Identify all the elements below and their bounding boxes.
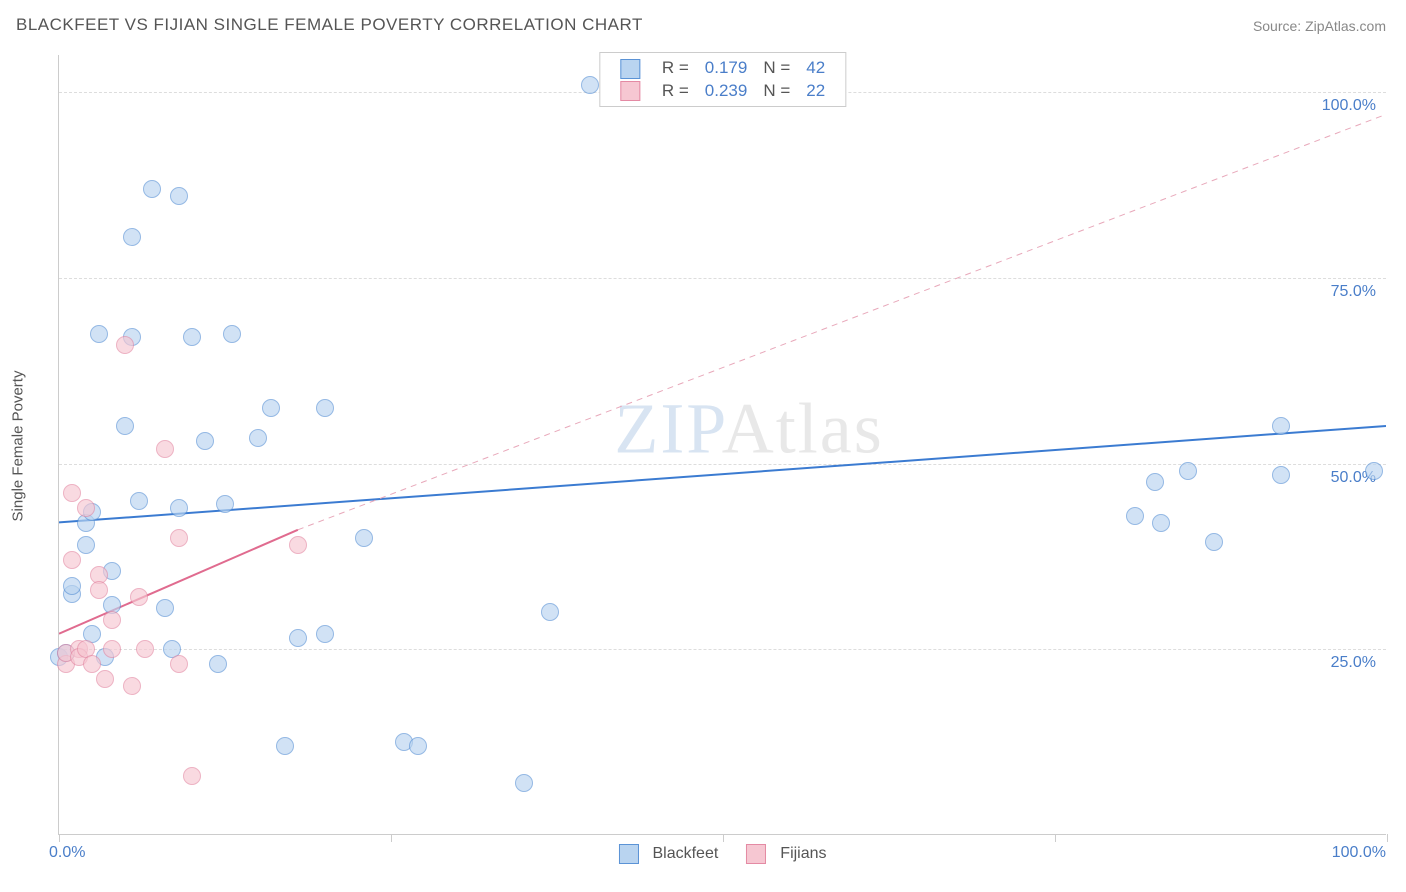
scatter-marker-fijians bbox=[170, 529, 188, 547]
scatter-marker-blackfeet bbox=[130, 492, 148, 510]
scatter-marker-fijians bbox=[183, 767, 201, 785]
x-axis-min-label: 0.0% bbox=[49, 844, 85, 862]
scatter-marker-blackfeet bbox=[123, 228, 141, 246]
scatter-marker-blackfeet bbox=[1152, 514, 1170, 532]
scatter-marker-blackfeet bbox=[90, 325, 108, 343]
scatter-marker-fijians bbox=[63, 484, 81, 502]
scatter-marker-fijians bbox=[289, 536, 307, 554]
scatter-marker-blackfeet bbox=[581, 76, 599, 94]
x-tick bbox=[1387, 834, 1388, 842]
scatter-marker-blackfeet bbox=[355, 529, 373, 547]
scatter-marker-blackfeet bbox=[1126, 507, 1144, 525]
scatter-marker-blackfeet bbox=[63, 577, 81, 595]
scatter-marker-blackfeet bbox=[170, 499, 188, 517]
scatter-marker-blackfeet bbox=[1272, 417, 1290, 435]
scatter-marker-fijians bbox=[103, 640, 121, 658]
legend-r-value: 0.239 bbox=[697, 80, 756, 103]
scatter-marker-blackfeet bbox=[143, 180, 161, 198]
scatter-marker-blackfeet bbox=[249, 429, 267, 447]
legend-bottom: Blackfeet Fijians bbox=[618, 844, 826, 864]
scatter-marker-blackfeet bbox=[183, 328, 201, 346]
legend-r-label: R = bbox=[654, 80, 697, 103]
legend-n-value: 22 bbox=[798, 80, 833, 103]
scatter-marker-blackfeet bbox=[289, 629, 307, 647]
y-tick-label: 25.0% bbox=[1331, 654, 1376, 672]
scatter-marker-blackfeet bbox=[116, 417, 134, 435]
scatter-marker-blackfeet bbox=[1146, 473, 1164, 491]
y-axis-label: Single Female Poverty bbox=[10, 371, 27, 522]
gridline bbox=[59, 278, 1386, 279]
scatter-marker-fijians bbox=[156, 440, 174, 458]
legend-swatch-icon bbox=[618, 844, 638, 864]
watermark-part1: ZIP bbox=[614, 388, 721, 468]
scatter-marker-blackfeet bbox=[216, 495, 234, 513]
legend-bottom-item-fijians: Fijians bbox=[746, 844, 826, 864]
watermark: ZIPAtlas bbox=[614, 387, 883, 470]
source-attribution: Source: ZipAtlas.com bbox=[1253, 18, 1386, 34]
scatter-marker-fijians bbox=[123, 677, 141, 695]
legend-swatch-icon bbox=[620, 81, 640, 101]
legend-top-row-blackfeet: R = 0.179 N = 42 bbox=[612, 57, 833, 80]
legend-r-value: 0.179 bbox=[697, 57, 756, 80]
scatter-marker-fijians bbox=[170, 655, 188, 673]
scatter-marker-blackfeet bbox=[196, 432, 214, 450]
legend-bottom-item-blackfeet: Blackfeet bbox=[618, 844, 718, 864]
legend-r-label: R = bbox=[654, 57, 697, 80]
scatter-marker-blackfeet bbox=[223, 325, 241, 343]
scatter-marker-fijians bbox=[103, 611, 121, 629]
x-tick bbox=[59, 834, 60, 842]
scatter-marker-fijians bbox=[130, 588, 148, 606]
scatter-marker-fijians bbox=[77, 499, 95, 517]
plot-area: ZIPAtlas 25.0%50.0%75.0%100.0% 0.0% 100.… bbox=[58, 55, 1386, 835]
legend-n-label: N = bbox=[755, 57, 798, 80]
scatter-marker-blackfeet bbox=[276, 737, 294, 755]
scatter-marker-fijians bbox=[83, 655, 101, 673]
scatter-marker-fijians bbox=[90, 581, 108, 599]
scatter-marker-blackfeet bbox=[1179, 462, 1197, 480]
legend-top: R = 0.179 N = 42 R = 0.239 N = 22 bbox=[599, 52, 846, 107]
x-tick bbox=[391, 834, 392, 842]
legend-top-row-fijians: R = 0.239 N = 22 bbox=[612, 80, 833, 103]
x-axis-max-label: 100.0% bbox=[1332, 844, 1386, 862]
scatter-marker-blackfeet bbox=[77, 536, 95, 554]
scatter-marker-blackfeet bbox=[316, 399, 334, 417]
legend-n-value: 42 bbox=[798, 57, 833, 80]
scatter-marker-blackfeet bbox=[156, 599, 174, 617]
scatter-marker-blackfeet bbox=[316, 625, 334, 643]
scatter-marker-blackfeet bbox=[209, 655, 227, 673]
scatter-marker-fijians bbox=[96, 670, 114, 688]
x-tick bbox=[723, 834, 724, 842]
y-tick-label: 100.0% bbox=[1322, 97, 1376, 115]
legend-bottom-label: Blackfeet bbox=[652, 845, 718, 863]
scatter-marker-fijians bbox=[136, 640, 154, 658]
chart-title: BLACKFEET VS FIJIAN SINGLE FEMALE POVERT… bbox=[16, 15, 643, 35]
legend-n-label: N = bbox=[755, 80, 798, 103]
legend-swatch-icon bbox=[746, 844, 766, 864]
scatter-marker-blackfeet bbox=[1205, 533, 1223, 551]
legend-bottom-label: Fijians bbox=[780, 845, 826, 863]
scatter-marker-fijians bbox=[63, 551, 81, 569]
scatter-marker-blackfeet bbox=[170, 187, 188, 205]
scatter-marker-blackfeet bbox=[1365, 462, 1383, 480]
y-tick-label: 75.0% bbox=[1331, 283, 1376, 301]
scatter-marker-blackfeet bbox=[409, 737, 427, 755]
scatter-marker-blackfeet bbox=[1272, 466, 1290, 484]
scatter-marker-blackfeet bbox=[541, 603, 559, 621]
legend-swatch-icon bbox=[620, 59, 640, 79]
scatter-marker-blackfeet bbox=[262, 399, 280, 417]
gridline bbox=[59, 649, 1386, 650]
x-tick bbox=[1055, 834, 1056, 842]
watermark-part2: Atlas bbox=[722, 388, 884, 468]
scatter-marker-fijians bbox=[116, 336, 134, 354]
scatter-marker-blackfeet bbox=[515, 774, 533, 792]
